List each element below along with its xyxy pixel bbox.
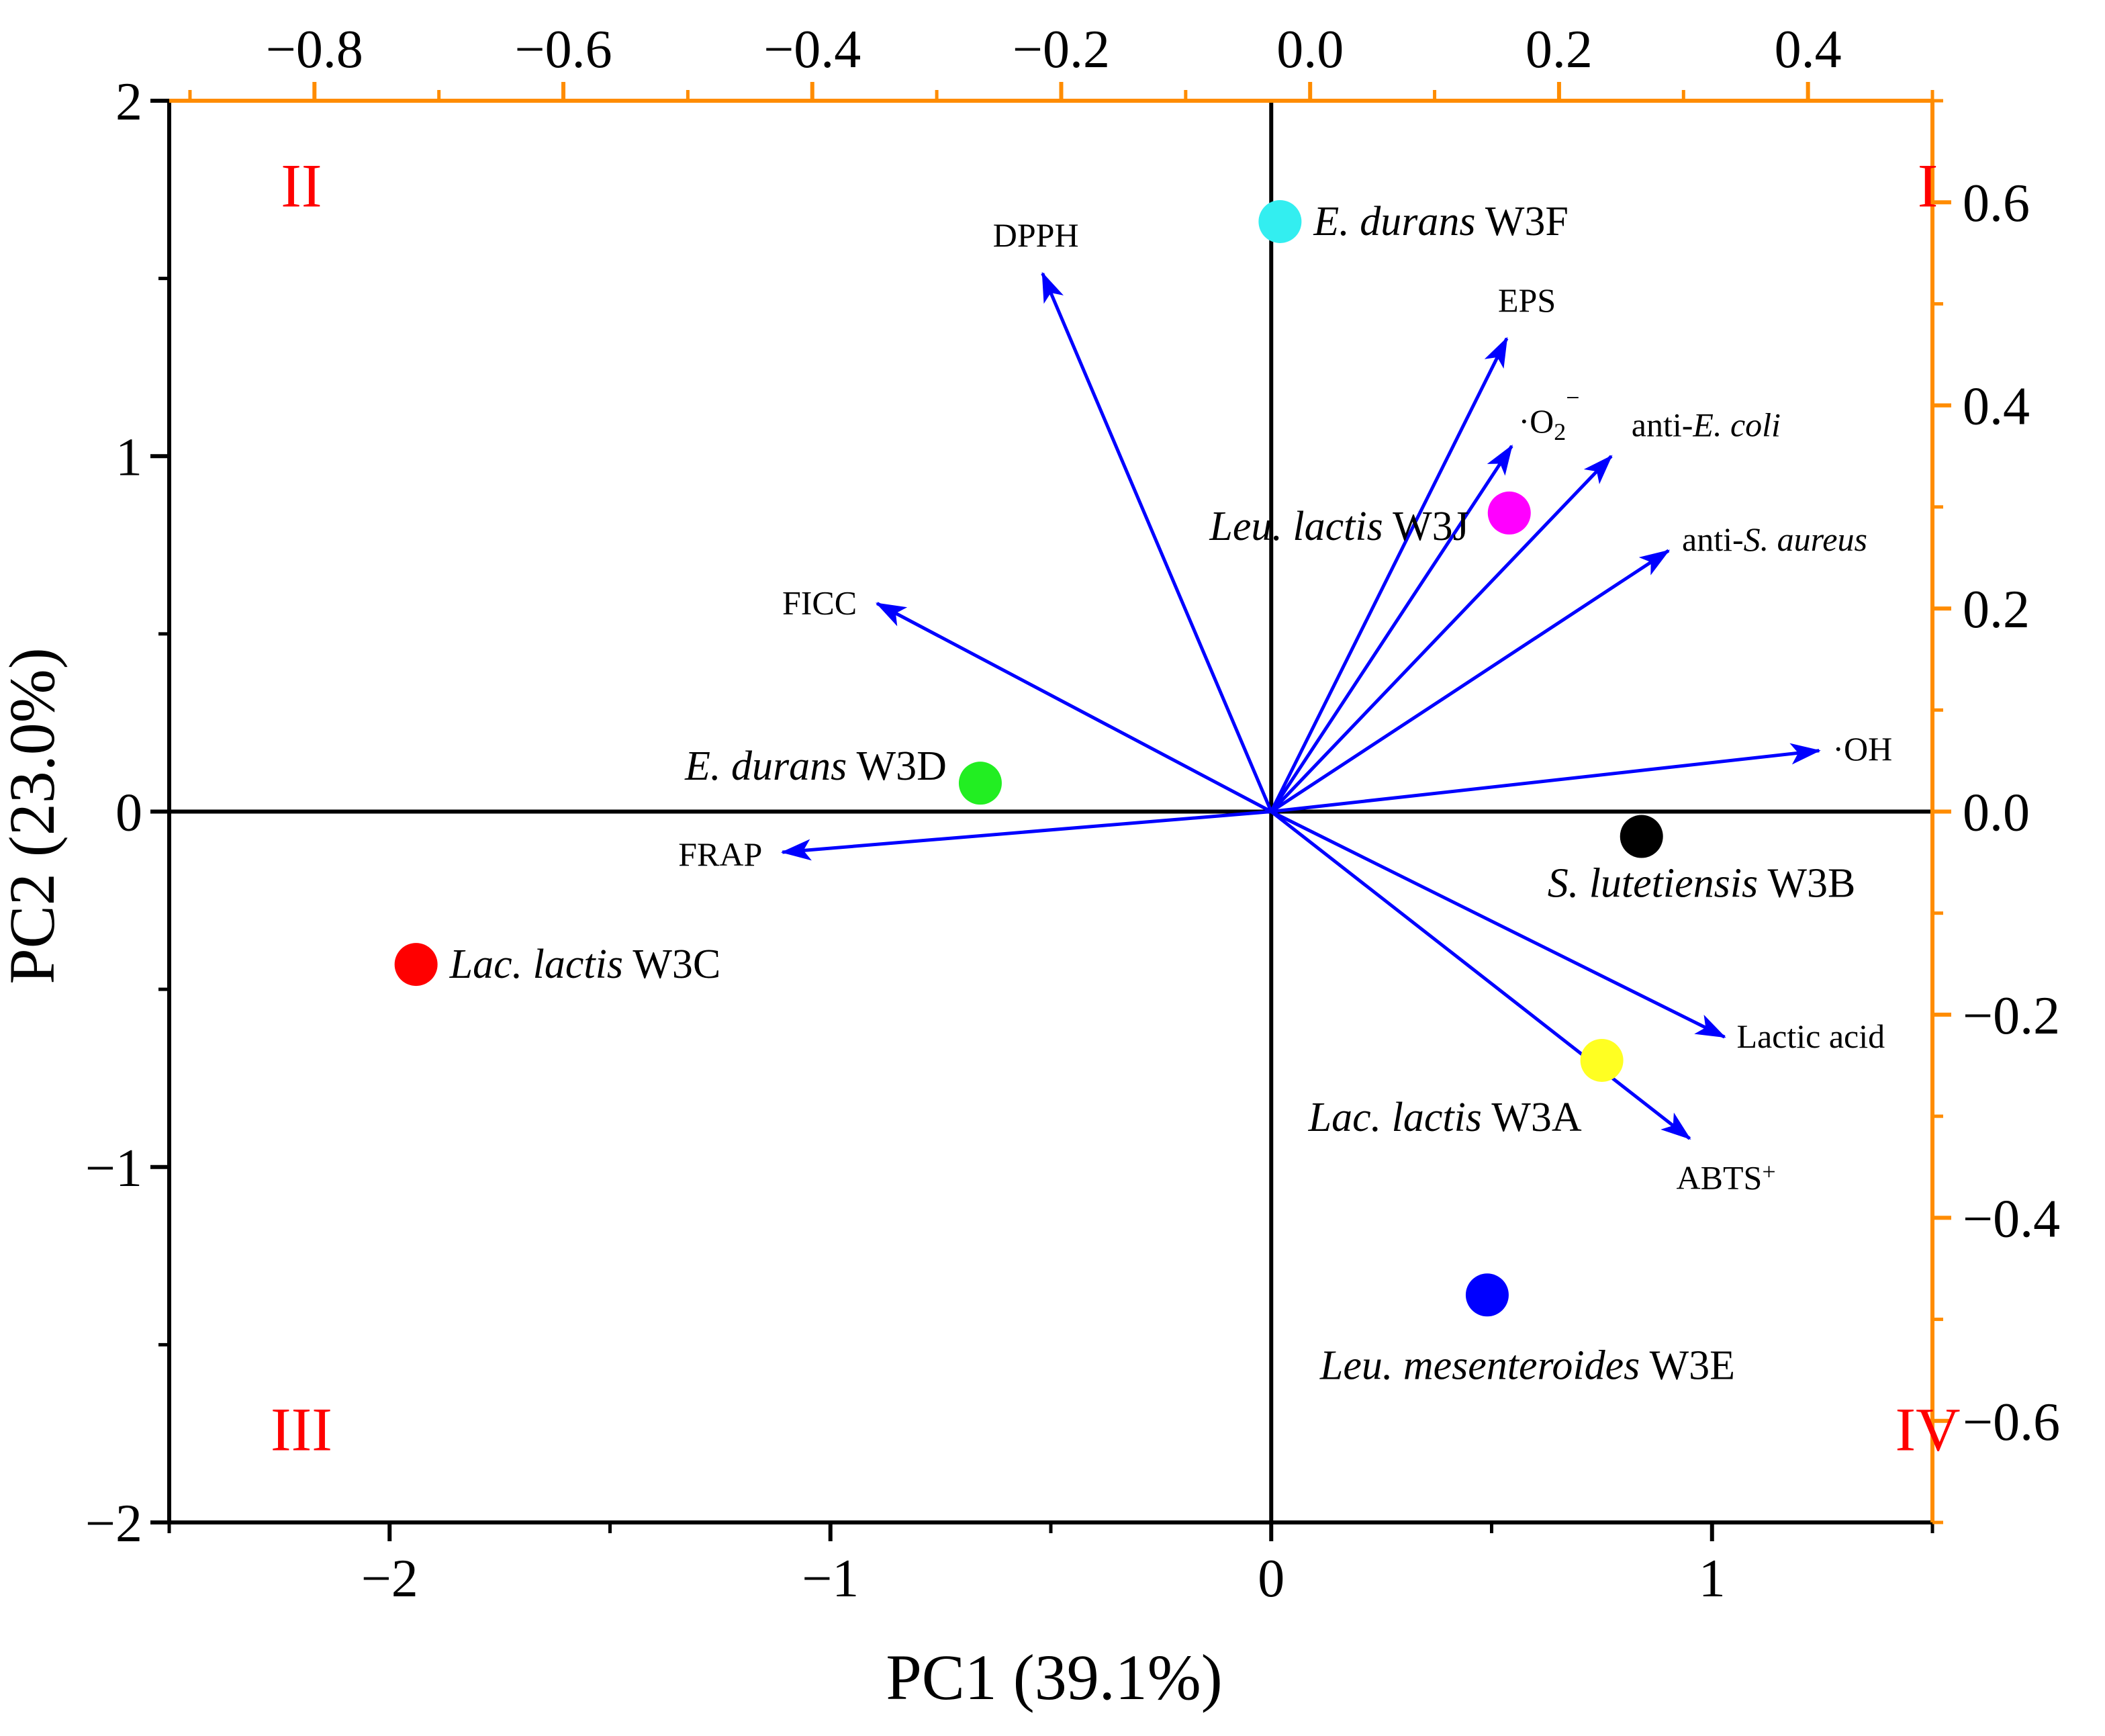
- sample-label-w3d: E. durans W3D: [684, 743, 947, 789]
- y-tick-label: −1: [85, 1139, 142, 1198]
- sample-point-w3e: [1465, 1273, 1509, 1317]
- loading-label-frap: FRAP: [678, 835, 762, 873]
- sample-label-w3e: Leu. mesenteroides W3E: [1319, 1342, 1735, 1388]
- loading-arrow-abts-: [1270, 810, 1691, 1140]
- loading-label-eps: EPS: [1498, 281, 1556, 319]
- sample-point-w3a: [1580, 1038, 1624, 1082]
- quadrant-label-ii: II: [281, 151, 322, 220]
- right-tick-label: −0.6: [1963, 1393, 2060, 1452]
- loading-arrow-ficc: [875, 602, 1272, 813]
- x-tick-label: 0: [1258, 1549, 1284, 1608]
- top-tick-label: −0.4: [763, 20, 861, 79]
- loading-label-ficc: FICC: [782, 584, 857, 622]
- sample-label-w3j: Leu. lactis W3J: [1209, 504, 1468, 549]
- loading-arrow-o2: [1270, 445, 1513, 813]
- y-axis-label: PC2 (23.0%): [0, 647, 68, 984]
- loading-label-lactic-acid: Lactic acid: [1736, 1017, 1885, 1055]
- right-tick-label: −0.4: [1963, 1189, 2060, 1248]
- loading-arrow-anti-s-aureus: [1270, 549, 1671, 813]
- loading-label-anti-e-coli: anti-E. coli: [1632, 406, 1781, 443]
- loading-arrow-lactic-acid: [1270, 810, 1726, 1039]
- loading-arrow-oh: [1270, 743, 1821, 813]
- x-tick-label: 1: [1699, 1549, 1726, 1608]
- axis-ticks: −2 −1 0 1 −2 −1 0 1 2 −0.8 −0.6 −0.4 −0.2 0.0 0.2 0.4 0.…: [85, 20, 2060, 1608]
- loading-arrow-anti-e-coli: [1270, 455, 1613, 813]
- loading-label-o2: ·O2−: [1518, 385, 1579, 445]
- loading-label-oh: ·OH: [1832, 730, 1892, 768]
- sample-label-w3f: E. durans W3F: [1313, 199, 1569, 244]
- sample-label-w3b: S. lutetiensis W3B: [1548, 861, 1856, 907]
- sample-label-w3a: Lac. lactis W3A: [1308, 1095, 1582, 1140]
- loading-label-dpph: DPPH: [993, 216, 1079, 254]
- x-tick-label: −2: [361, 1549, 418, 1608]
- loading-label-anti-s-aureus: anti-S. aureus: [1682, 520, 1867, 558]
- loading-arrow-frap: [780, 810, 1272, 861]
- sample-point-w3c: [394, 943, 438, 987]
- top-tick-label: 0.0: [1276, 20, 1344, 79]
- loading-arrow-eps: [1270, 336, 1509, 813]
- sample-point-w3j: [1487, 491, 1531, 535]
- top-tick-label: −0.8: [266, 20, 363, 79]
- quadrant-label-iv: IV: [1896, 1396, 1961, 1464]
- right-tick-label: 0.6: [1963, 174, 2030, 233]
- quadrant-label-iii: III: [271, 1396, 332, 1464]
- right-tick-label: −0.2: [1963, 987, 2060, 1046]
- chart-labels: DPPH EPS ·O2− anti-E. coli anti-S. aureus FIC…: [271, 151, 1961, 1463]
- right-tick-label: 0.2: [1963, 580, 2030, 639]
- top-tick-label: −0.2: [1013, 20, 1110, 79]
- y-tick-label: −2: [85, 1494, 142, 1553]
- quadrant-label-i: I: [1918, 151, 1938, 220]
- y-tick-label: 1: [115, 428, 142, 487]
- right-tick-label: 0.4: [1963, 377, 2030, 437]
- top-tick-label: −0.6: [514, 20, 612, 79]
- sample-point-w3d: [958, 762, 1002, 805]
- top-tick-label: 0.4: [1775, 20, 1842, 79]
- right-tick-label: 0.0: [1963, 784, 2030, 843]
- y-tick-label: 2: [115, 73, 142, 132]
- top-tick-label: 0.2: [1526, 20, 1593, 79]
- sample-point-w3b: [1620, 815, 1663, 858]
- loading-label-abts-: ABTS+: [1677, 1158, 1776, 1196]
- loading-arrows: [780, 271, 1821, 1140]
- y-tick-label: 0: [115, 784, 142, 843]
- x-tick-label: −1: [802, 1549, 859, 1608]
- loading-arrow-dpph: [1041, 271, 1273, 813]
- sample-label-w3c: Lac. lactis W3C: [449, 942, 721, 987]
- sample-points: [394, 199, 1663, 1317]
- x-axis-label: PC1 (39.1%): [886, 1641, 1222, 1713]
- sample-point-w3f: [1258, 199, 1302, 243]
